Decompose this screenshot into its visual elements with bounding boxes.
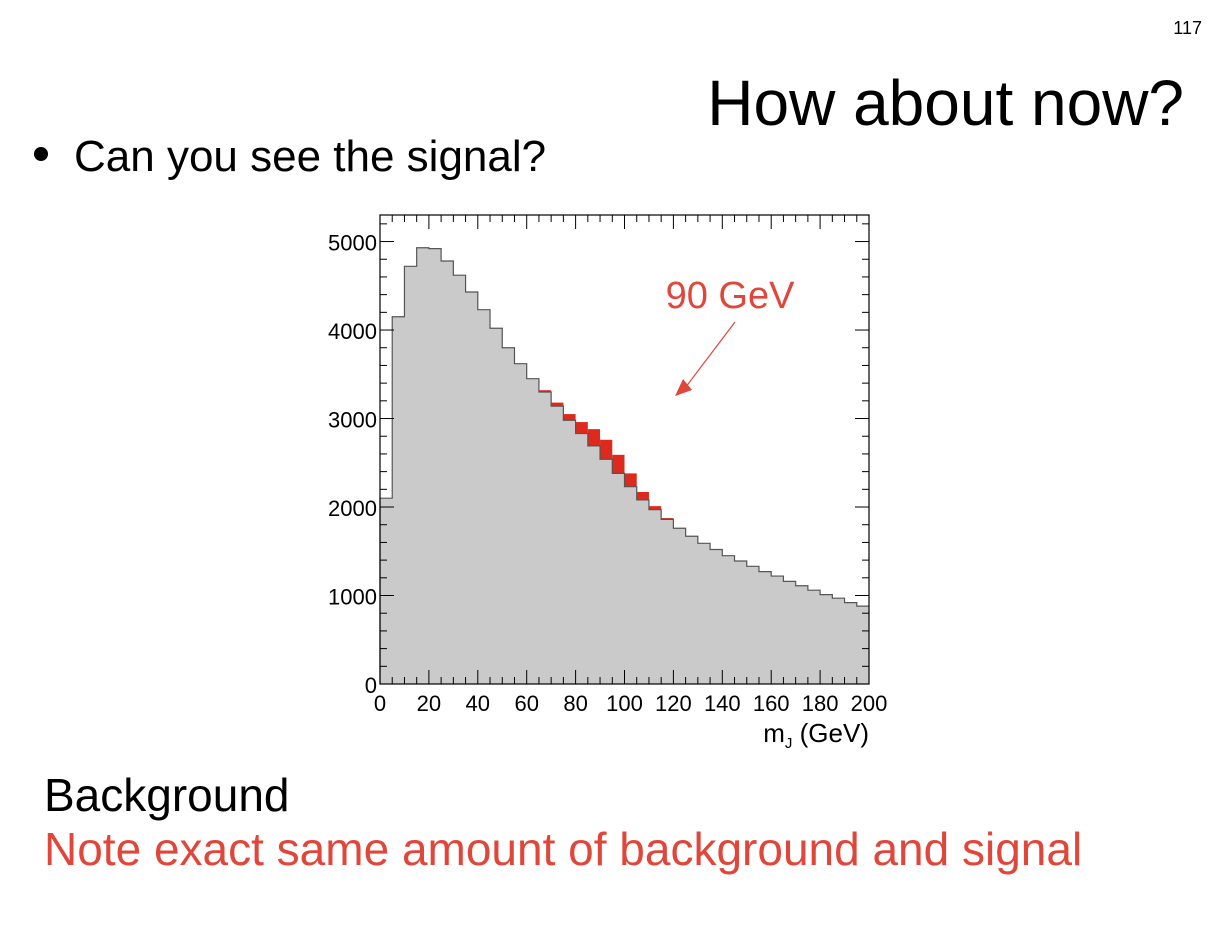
background-bar: [380, 498, 393, 684]
background-bar: [820, 594, 833, 684]
background-bar: [734, 560, 748, 684]
x-tick-label: 120: [655, 691, 692, 716]
x-tick-label: 180: [802, 691, 839, 716]
background-bar: [465, 291, 479, 684]
background-bar: [624, 486, 638, 684]
background-bar: [416, 247, 430, 684]
background-bar: [526, 378, 540, 684]
signal-bar: [624, 473, 637, 487]
signal-bar: [648, 506, 662, 510]
signal-bar: [600, 439, 613, 460]
signal-bar: [575, 422, 588, 434]
background-bar: [538, 391, 552, 684]
background-bar: [673, 528, 686, 684]
background-bar: [795, 585, 809, 684]
x-tick-label: 20: [417, 691, 441, 716]
bullet-dot-icon: [34, 147, 48, 161]
background-bar: [758, 571, 772, 684]
annotation-arrow: [684, 321, 736, 389]
background-bar: [428, 248, 442, 685]
background-bar: [746, 566, 760, 684]
bullet-item: Can you see the signal?: [34, 132, 546, 182]
x-tick-label: 0: [374, 691, 386, 716]
background-bar: [636, 499, 650, 684]
background-bar: [587, 445, 601, 684]
x-tick-label: 60: [514, 691, 538, 716]
background-bar: [685, 536, 699, 684]
note-caption: Note exact same amount of background and…: [44, 823, 1083, 875]
background-bar: [612, 473, 625, 684]
tick-labels: 0 20 40 60 80 100 120 140 160 180 2000100020003000…: [328, 231, 887, 716]
background-bar: [832, 598, 845, 684]
y-tick-label: 0: [365, 673, 377, 698]
background-bar: [710, 549, 723, 684]
background-bar: [697, 543, 711, 684]
bullet-text: Can you see the signal?: [74, 132, 547, 181]
background-bar: [722, 555, 735, 684]
annotation-label: 90 GeV: [666, 275, 796, 317]
background-bar: [575, 433, 589, 684]
background-caption: Background: [44, 769, 290, 821]
x-tick-label: 140: [704, 691, 741, 716]
background-bar: [514, 363, 527, 684]
background-bar: [441, 261, 454, 684]
background-bar: [404, 266, 417, 684]
y-tick-label: 2000: [328, 496, 377, 521]
background-bar: [783, 581, 796, 684]
background-bar: [771, 576, 784, 684]
x-tick-label: 200: [851, 691, 888, 716]
x-tick-label: 80: [563, 691, 587, 716]
signal-bar: [661, 518, 674, 520]
signal-bar: [551, 402, 564, 407]
annotation-arrowhead-icon: [675, 379, 693, 396]
background-outline: [379, 247, 869, 684]
background-bar: [856, 606, 870, 684]
background-bar: [661, 519, 674, 684]
background-bar: [502, 347, 515, 684]
background-bar: [563, 420, 576, 684]
x-tick-label: 100: [606, 691, 643, 716]
x-tick-label: 160: [753, 691, 790, 716]
background-bar: [807, 590, 821, 684]
signal-bar: [612, 454, 625, 474]
y-tick-label: 1000: [328, 585, 377, 610]
background-bar: [844, 602, 858, 684]
signal-bar: [587, 429, 601, 446]
y-tick-label: 5000: [328, 231, 377, 256]
y-tick-label: 4000: [328, 319, 377, 344]
background-bar: [490, 328, 503, 684]
background-bar: [648, 509, 662, 684]
slide-title: How about now?: [707, 67, 1184, 139]
background-bar: [600, 459, 613, 684]
page-number: 117: [1173, 18, 1202, 38]
signal-bar: [538, 390, 552, 392]
x-tick-label: 40: [466, 691, 490, 716]
x-axis-label: mJ (GeV): [763, 718, 869, 752]
histogram-bars: [379, 247, 870, 685]
background-bar: [551, 406, 564, 684]
signal-bar: [563, 414, 576, 421]
signal-bar: [636, 491, 649, 500]
background-bar: [453, 275, 466, 684]
background-bar: [477, 309, 491, 684]
background-bar: [392, 316, 405, 684]
axis-ticks: [379, 215, 870, 685]
y-tick-label: 3000: [328, 408, 377, 433]
